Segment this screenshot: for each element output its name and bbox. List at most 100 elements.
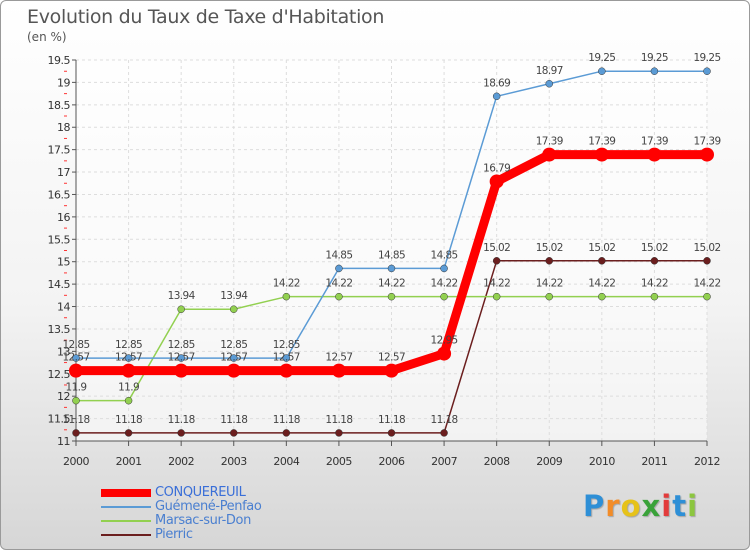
y-tick-label: 17.5 bbox=[48, 144, 71, 157]
y-tick-label: 15 bbox=[57, 256, 70, 269]
data-label: 11.18 bbox=[168, 414, 195, 426]
data-point bbox=[440, 429, 448, 437]
x-tick-label: 2008 bbox=[484, 455, 510, 468]
data-label: 15.02 bbox=[641, 242, 668, 254]
legend-item: Marsac-sur-Don bbox=[101, 514, 261, 528]
data-label: 12.57 bbox=[220, 352, 247, 364]
data-point bbox=[72, 429, 80, 437]
data-label: 14.85 bbox=[431, 249, 458, 261]
data-label: 11.18 bbox=[431, 414, 458, 426]
data-point bbox=[492, 92, 501, 101]
data-label: 14.22 bbox=[378, 278, 405, 290]
x-tick-label: 2012 bbox=[694, 455, 720, 468]
logo-letter: i bbox=[687, 489, 699, 523]
data-label: 11.9 bbox=[118, 382, 139, 394]
data-label: 12.57 bbox=[273, 352, 300, 364]
data-label: 11.18 bbox=[115, 414, 142, 426]
data-label: 11.18 bbox=[325, 414, 352, 426]
logo-letter: i bbox=[661, 489, 673, 523]
x-tick-label: 2011 bbox=[641, 455, 667, 468]
x-tick-label: 2002 bbox=[168, 455, 194, 468]
data-point bbox=[440, 292, 448, 301]
legend-label: Pierric bbox=[155, 527, 193, 542]
legend-swatch bbox=[101, 520, 151, 522]
data-label: 18.69 bbox=[483, 77, 510, 89]
data-label: 14.22 bbox=[325, 278, 352, 290]
data-point bbox=[437, 346, 452, 361]
data-point bbox=[384, 363, 399, 378]
data-point bbox=[545, 292, 553, 301]
data-point bbox=[69, 363, 83, 378]
data-point bbox=[703, 257, 711, 265]
x-tick-label: 2010 bbox=[589, 455, 615, 468]
data-point bbox=[226, 363, 241, 378]
legend-label: CONQUEREUIL bbox=[155, 485, 246, 500]
data-label: 14.22 bbox=[588, 278, 615, 290]
data-label: 12.85 bbox=[273, 339, 300, 351]
data-label: 17.39 bbox=[641, 136, 668, 148]
data-label: 15.02 bbox=[693, 242, 720, 254]
data-label: 11.18 bbox=[273, 414, 300, 426]
logo-letter: r bbox=[605, 489, 621, 523]
series-layer bbox=[69, 67, 714, 437]
data-label: 12.57 bbox=[62, 352, 89, 364]
data-label: 15.02 bbox=[588, 242, 615, 254]
logo-letter: o bbox=[620, 489, 642, 523]
data-label: 18.97 bbox=[536, 65, 563, 77]
data-label: 19.25 bbox=[641, 52, 668, 64]
y-tick-label: 15.5 bbox=[48, 233, 71, 246]
data-point bbox=[387, 429, 396, 437]
y-tick-label: 18.5 bbox=[48, 99, 71, 112]
data-label: 12.95 bbox=[431, 335, 458, 347]
y-tick-label: 14.5 bbox=[48, 278, 71, 291]
data-label: 14.85 bbox=[325, 249, 352, 261]
y-tick-label: 12 bbox=[57, 390, 70, 403]
legend-item: Guémené-Penfao bbox=[101, 499, 262, 514]
data-point bbox=[230, 429, 238, 437]
data-label: 11.18 bbox=[62, 414, 89, 426]
chart-title: Evolution du Taux de Taxe d'Habitation bbox=[27, 6, 385, 28]
data-point bbox=[177, 354, 185, 362]
data-label: 14.22 bbox=[483, 278, 510, 290]
data-label: 14.22 bbox=[693, 278, 720, 290]
legend-label: Guémené-Penfao bbox=[155, 499, 262, 514]
legend-swatch bbox=[101, 534, 151, 536]
data-point bbox=[489, 174, 504, 189]
legend-item: Pierric bbox=[101, 528, 261, 542]
y-tick-label: 19.5 bbox=[48, 54, 71, 67]
legend-item: CONQUEREUIL bbox=[101, 486, 261, 500]
data-point bbox=[121, 363, 136, 378]
data-point bbox=[282, 292, 291, 301]
data-point bbox=[545, 257, 553, 265]
data-point bbox=[174, 363, 189, 378]
x-tick-label: 2003 bbox=[221, 455, 247, 468]
data-point bbox=[598, 67, 606, 75]
y-tick-label: 11 bbox=[57, 435, 70, 448]
data-point bbox=[492, 257, 501, 265]
data-point bbox=[647, 147, 662, 162]
legend-label: Marsac-sur-Don bbox=[155, 513, 251, 528]
data-point bbox=[598, 257, 606, 265]
data-label: 12.85 bbox=[62, 339, 89, 351]
data-point bbox=[282, 429, 291, 437]
data-label-layer: 12.57 12.57 12.57 12.57 12.57 12.57 12.57 12.95… bbox=[62, 52, 721, 426]
x-tick-label: 2009 bbox=[536, 455, 562, 468]
data-label: 12.57 bbox=[168, 352, 195, 364]
y-tick-label: 16 bbox=[57, 211, 70, 224]
axis-layer: 11 11.5 12 12.5 13 13.5 14 14.5 15 15.5 16 16.5 17 17… bbox=[48, 54, 721, 468]
y-tick-label: 13 bbox=[57, 345, 70, 358]
data-label: 11.18 bbox=[378, 414, 405, 426]
data-label: 12.57 bbox=[325, 352, 352, 364]
data-label: 11.9 bbox=[66, 382, 87, 394]
y-tick-label: 12.5 bbox=[48, 368, 71, 381]
units-label: (en %) bbox=[27, 30, 67, 44]
x-tick-label: 2006 bbox=[379, 455, 405, 468]
data-label: 15.02 bbox=[483, 242, 510, 254]
y-tick-label: 19 bbox=[57, 76, 70, 89]
data-label: 13.94 bbox=[168, 290, 196, 302]
data-label: 14.22 bbox=[536, 278, 563, 290]
data-point bbox=[335, 264, 343, 273]
data-label: 12.85 bbox=[168, 339, 195, 351]
